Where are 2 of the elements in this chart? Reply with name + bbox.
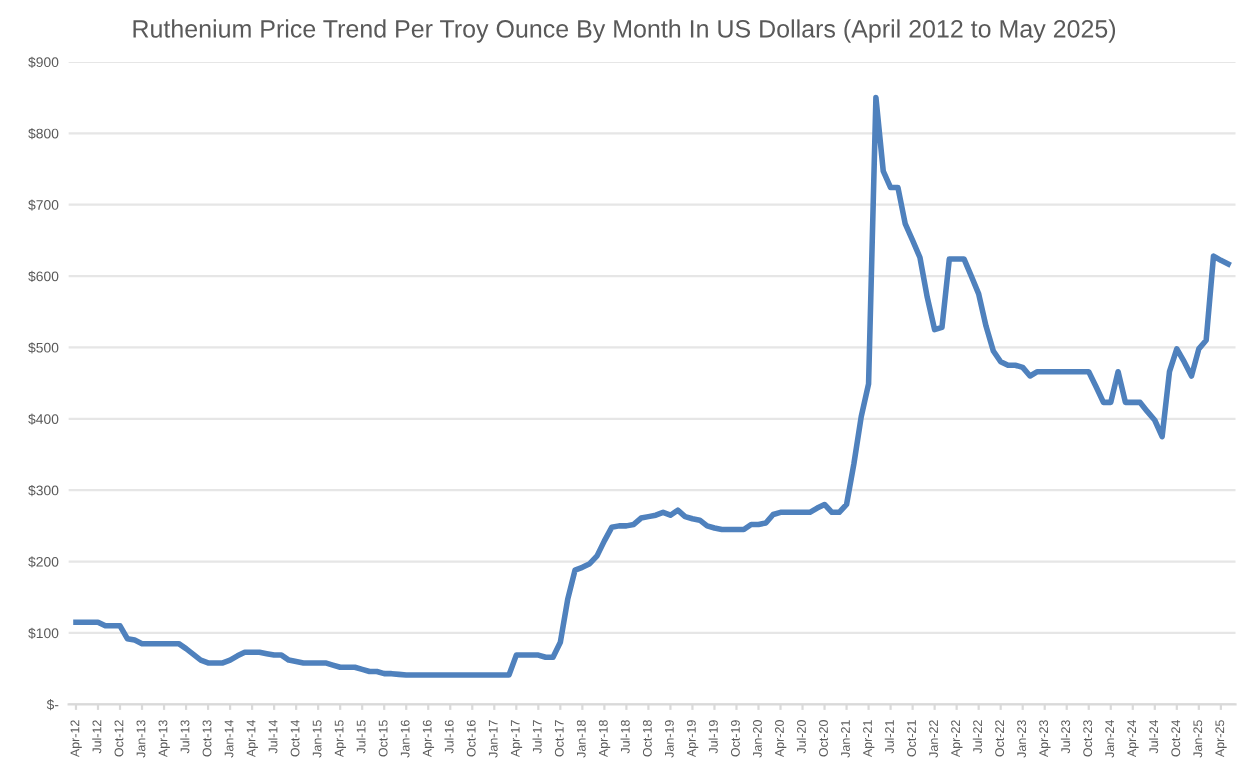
- line-series: [73, 94, 1231, 678]
- chart-title: Ruthenium Price Trend Per Troy Ounce By Month In US Dollars (April 2012 to May 2025): [133, 19, 1116, 43]
